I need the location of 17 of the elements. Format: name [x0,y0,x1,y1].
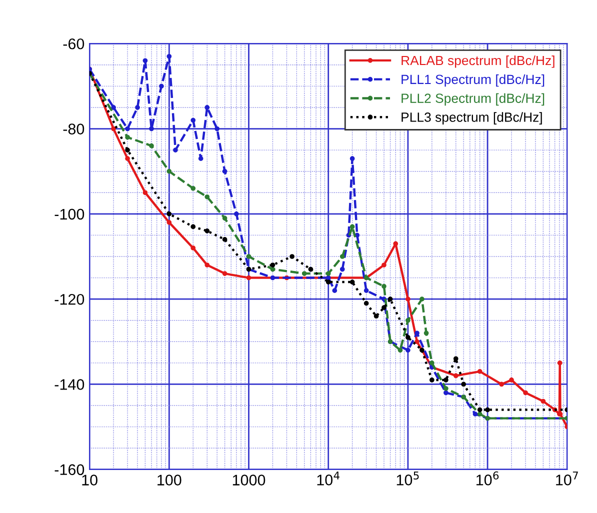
x-tick-label: 10$^{4}$ [317,472,340,486]
legend-label: RALAB spectrum [dBc/Hz] [402,55,554,68]
x-tick-label: 10$^{7}$ [556,472,578,486]
x-tick-label: 10 [82,474,98,486]
x-tick-label: 100 [158,474,182,486]
x-tick-label: 1000 [232,474,266,486]
x-tick-label: 10$^{5}$ [396,472,419,486]
y-tick-label: -160 [54,464,84,476]
y-tick-label: -120 [54,294,84,305]
legend-label: PLL1 Spectrum [dBc/Hz] [402,74,544,87]
y-tick-label: -140 [54,379,84,390]
x-tick-label: 10$^{6}$ [476,471,499,486]
y-tick-label: -80 [63,124,84,134]
legend-label: PLL2 Spectrum [dBc/Hz] [402,93,544,106]
y-tick-label: -100 [54,208,84,220]
legend-label: PLL3 spectrum [dBc/Hz] [402,112,542,124]
y-tick-label: -60 [63,38,84,50]
